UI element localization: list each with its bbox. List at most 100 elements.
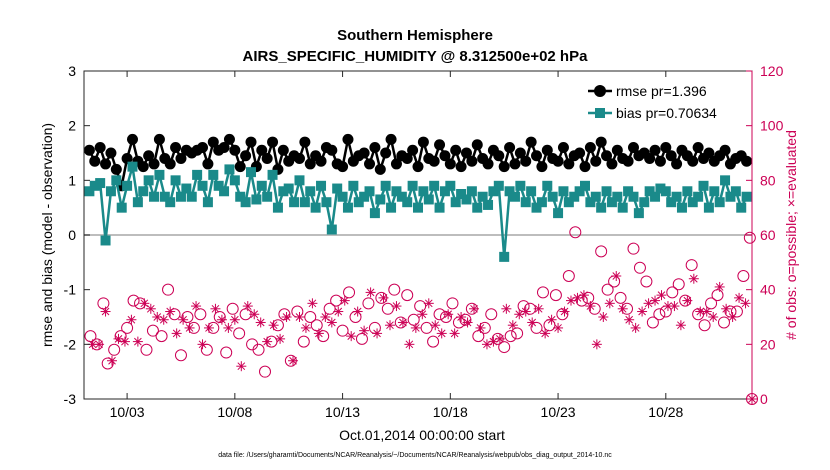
obs-evaluated-point (262, 336, 273, 347)
obs-possible-point (511, 327, 524, 340)
legend-box (581, 77, 745, 127)
obs-evaluated-point (397, 317, 408, 328)
y-axis-label: rmse and bias (model - observation) (39, 123, 55, 347)
y-tick-label: 2 (68, 118, 76, 134)
obs-evaluated-point (152, 312, 163, 322)
bias-point (628, 191, 639, 202)
bias-point (165, 197, 176, 208)
rmse-point (428, 155, 440, 167)
bias-point (655, 183, 666, 194)
bias-point (353, 197, 364, 208)
rmse-point (369, 142, 381, 154)
bias-point (186, 191, 197, 202)
obs-evaluated-point (307, 298, 318, 309)
y2-tick-label: 0 (760, 391, 768, 407)
obs-possible-point (427, 335, 440, 348)
bias-point (305, 186, 316, 197)
obs-possible-point (233, 327, 246, 340)
rmse-point (380, 147, 392, 159)
obs-possible-point (362, 297, 375, 310)
bias-point (149, 191, 160, 202)
bias-point (585, 197, 596, 208)
bias-point (660, 186, 671, 197)
rmse-point (665, 150, 677, 162)
bias-point (596, 202, 607, 213)
rmse-point (164, 158, 176, 170)
obs-possible-point (401, 289, 414, 302)
obs-possible-point (653, 308, 666, 321)
obs-evaluated-point (494, 333, 505, 344)
bias-point (175, 191, 186, 202)
obs-evaluated-point (662, 301, 673, 312)
obs-possible-point (595, 245, 608, 258)
bias-point (439, 186, 450, 197)
obs-evaluated-point (520, 306, 531, 317)
bias-point (213, 180, 224, 191)
chart-title: Southern Hemisphere (337, 27, 493, 44)
rmse-point (644, 152, 656, 164)
obs-evaluated-point (94, 339, 105, 350)
obs-evaluated-point (313, 328, 324, 339)
obs-evaluated-point (339, 295, 350, 306)
obs-evaluated-point (598, 312, 609, 322)
bias-point (563, 197, 574, 208)
obs-possible-point (698, 319, 711, 332)
obs-evaluated-point (714, 281, 725, 292)
obs-evaluated-point (242, 301, 253, 312)
obs-possible-point (633, 261, 646, 274)
obs-evaluated-point (630, 322, 641, 333)
obs-evaluated-point (721, 303, 732, 314)
obs-evaluated-point (320, 312, 331, 322)
obs-evaluated-point (158, 314, 169, 325)
rmse-point (741, 155, 753, 167)
obs-possible-point (743, 231, 756, 244)
obs-possible-point (108, 343, 121, 356)
bias-point (623, 186, 634, 197)
bias-point (520, 197, 531, 208)
rmse-point (434, 139, 446, 151)
bias-point (590, 191, 601, 202)
obs-evaluated-point (223, 322, 234, 333)
obs-evaluated-point (255, 317, 266, 328)
obs-evaluated-point (624, 314, 635, 325)
rmse-point (557, 142, 569, 154)
obs-evaluated-point (591, 339, 602, 350)
rmse-point (444, 158, 456, 170)
bias-point (606, 197, 617, 208)
legend-rmse-marker (594, 85, 606, 97)
rmse-point (509, 158, 521, 170)
bias-point (251, 194, 262, 205)
obs-possible-point (627, 242, 640, 255)
rmse-point (385, 133, 397, 145)
y2-tick-label: 120 (760, 63, 784, 79)
obs-evaluated-point (701, 306, 712, 317)
obs-possible-point (181, 311, 194, 323)
bias-point (283, 183, 294, 194)
legend-bias-label: bias pr=0.70634 (616, 105, 717, 121)
obs-evaluated-point (469, 303, 480, 314)
obs-evaluated-point (229, 314, 240, 325)
rmse-point (574, 147, 586, 159)
obs-possible-point (485, 308, 498, 321)
y-tick-label: 0 (68, 227, 76, 243)
obs-evaluated-point (740, 298, 751, 309)
rmse-point (148, 158, 160, 170)
bias-point (294, 175, 305, 186)
bias-point (687, 197, 698, 208)
obs-evaluated-point (553, 322, 564, 333)
obs-possible-point (220, 346, 233, 359)
bias-point (316, 180, 327, 191)
bias-point (272, 202, 283, 213)
obs-possible-point (388, 283, 401, 296)
obs-evaluated-point (197, 339, 208, 350)
rmse-point (105, 147, 117, 159)
bias-point (256, 180, 267, 191)
bias-point (197, 180, 208, 191)
bias-point (380, 180, 391, 191)
bias-point (396, 191, 407, 202)
y-tick-label: 3 (68, 63, 76, 79)
bias-point (429, 180, 440, 191)
bias-point (208, 169, 219, 180)
rmse-point (110, 163, 122, 175)
obs-possible-point (127, 294, 140, 307)
